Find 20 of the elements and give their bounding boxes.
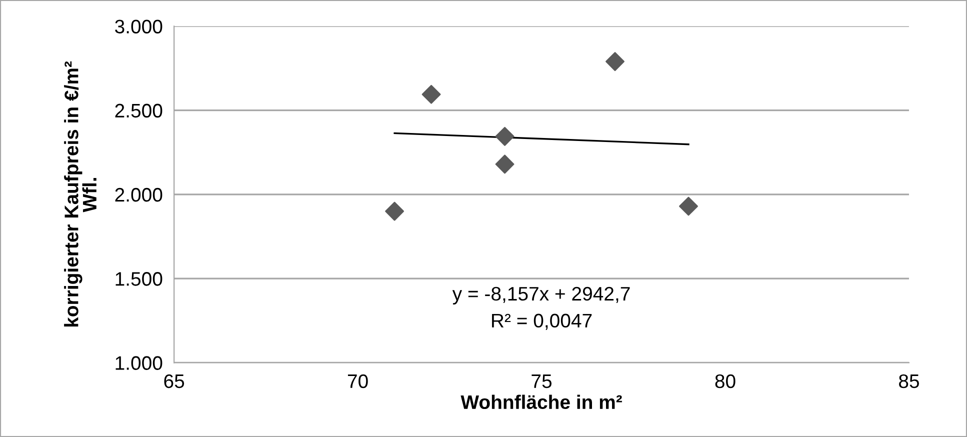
x-tick-label: 75 xyxy=(532,374,552,388)
y-tick-label: 2.000 xyxy=(115,188,162,202)
y-tick-label: 1.000 xyxy=(116,356,162,370)
point xyxy=(495,154,514,174)
annotation: R² = 0,0047 xyxy=(492,314,592,330)
point xyxy=(495,126,514,146)
annotation: y = -8,157x + 2942,7 xyxy=(452,286,630,304)
y-tick-label: 3.000 xyxy=(115,20,162,34)
point xyxy=(679,196,698,216)
y-tick-label: 1.500 xyxy=(116,272,162,286)
y-axis-title: korrigierter Kaufpreis in €/m² Wfl. xyxy=(64,61,96,327)
x-tick-label: 85 xyxy=(899,374,919,388)
y-tick-label: 2.500 xyxy=(115,104,162,118)
x-axis-title: Wohnfläche in m² xyxy=(460,394,622,410)
x-tick-label: 70 xyxy=(348,374,368,388)
x-tick-label: 65 xyxy=(164,374,184,388)
x-tick-label: 80 xyxy=(715,374,736,388)
point xyxy=(385,202,404,221)
point xyxy=(422,84,441,104)
point xyxy=(606,52,624,72)
